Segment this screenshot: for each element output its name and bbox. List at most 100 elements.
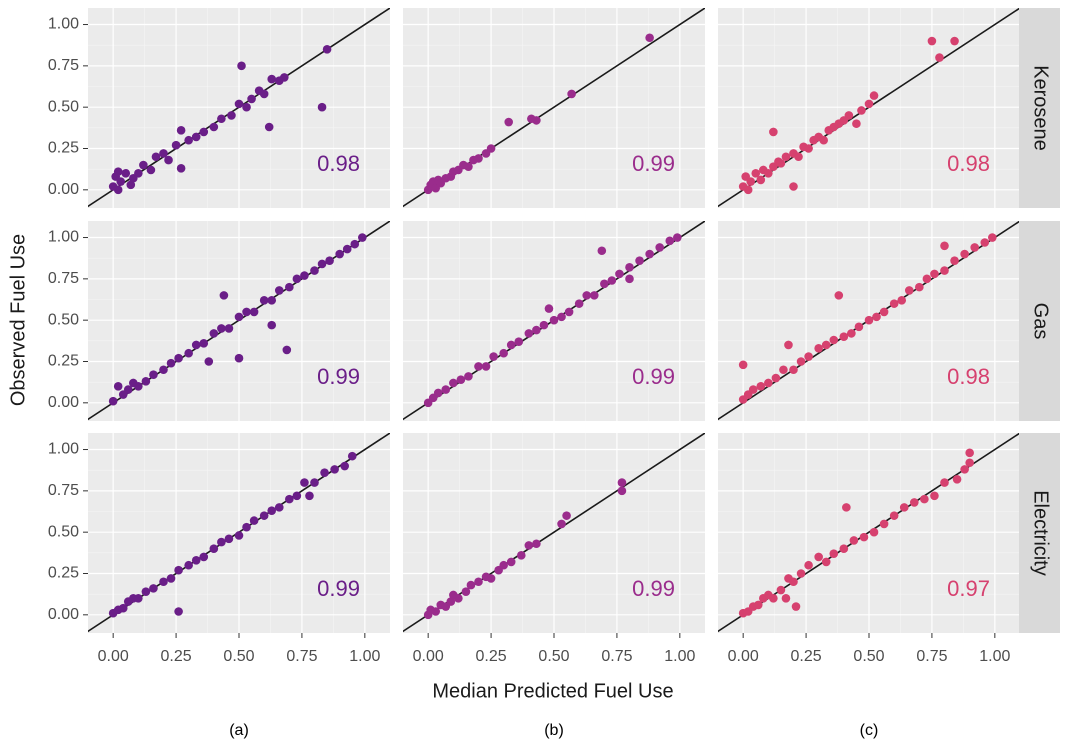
point bbox=[814, 343, 823, 353]
point bbox=[335, 249, 344, 259]
point bbox=[960, 249, 969, 259]
x-tick-label: 0.50 bbox=[538, 648, 569, 665]
point bbox=[748, 385, 758, 394]
point bbox=[980, 238, 990, 247]
point bbox=[842, 503, 851, 512]
point bbox=[486, 574, 496, 583]
correlation-label: 0.99 bbox=[632, 151, 675, 176]
row-label: Electricity bbox=[1030, 490, 1052, 576]
point bbox=[930, 269, 939, 279]
point bbox=[829, 335, 839, 345]
point bbox=[791, 602, 801, 611]
point bbox=[597, 246, 607, 256]
point bbox=[516, 551, 526, 560]
point bbox=[166, 358, 176, 368]
point bbox=[234, 531, 244, 540]
point bbox=[191, 132, 201, 142]
point bbox=[557, 519, 566, 529]
point bbox=[904, 286, 914, 295]
point bbox=[464, 372, 473, 381]
point bbox=[499, 348, 508, 358]
point bbox=[920, 494, 929, 504]
point bbox=[607, 276, 617, 285]
point bbox=[466, 580, 476, 590]
point bbox=[204, 357, 214, 366]
point bbox=[209, 544, 219, 554]
panel-marks bbox=[403, 433, 705, 633]
point bbox=[864, 315, 874, 325]
point bbox=[789, 365, 798, 375]
point bbox=[819, 135, 828, 145]
point bbox=[342, 244, 352, 254]
row-label: Kerosene bbox=[1030, 65, 1052, 151]
point bbox=[849, 536, 859, 545]
point bbox=[292, 274, 302, 284]
point bbox=[274, 286, 284, 295]
correlation-label: 0.99 bbox=[317, 576, 360, 601]
point bbox=[116, 177, 126, 186]
correlation-label: 0.97 bbox=[947, 576, 990, 601]
point bbox=[199, 127, 209, 137]
point bbox=[950, 256, 959, 265]
correlation-label: 0.98 bbox=[947, 151, 990, 176]
point bbox=[171, 140, 181, 150]
point bbox=[242, 522, 251, 532]
point bbox=[746, 177, 756, 186]
point bbox=[864, 99, 874, 109]
point bbox=[965, 448, 974, 458]
point bbox=[149, 370, 158, 380]
point bbox=[814, 552, 823, 562]
point bbox=[532, 116, 541, 125]
panel-marks bbox=[718, 433, 1020, 633]
y-tick-label: 0.75 bbox=[48, 270, 79, 287]
point bbox=[743, 185, 753, 195]
strip bbox=[1019, 433, 1060, 633]
point bbox=[935, 53, 944, 62]
point bbox=[123, 385, 133, 394]
point bbox=[506, 557, 516, 567]
point bbox=[280, 73, 289, 82]
point bbox=[970, 243, 979, 252]
x-tick-label: 0.25 bbox=[161, 648, 192, 665]
point bbox=[852, 119, 861, 129]
point bbox=[567, 89, 576, 99]
point bbox=[121, 168, 131, 178]
point bbox=[358, 233, 367, 242]
point bbox=[330, 465, 339, 474]
point bbox=[645, 249, 654, 259]
point bbox=[184, 135, 193, 145]
point bbox=[259, 511, 269, 520]
y-tick-label: 0.50 bbox=[48, 523, 79, 540]
point bbox=[108, 396, 118, 406]
strip bbox=[1019, 8, 1060, 208]
point bbox=[940, 266, 949, 275]
point bbox=[285, 282, 294, 292]
point bbox=[191, 340, 201, 350]
point bbox=[184, 348, 193, 358]
x-tick-label: 0.00 bbox=[413, 648, 444, 665]
x-tick-label: 1.00 bbox=[979, 648, 1010, 665]
panel-marks bbox=[88, 8, 390, 208]
point bbox=[322, 45, 332, 54]
point bbox=[433, 388, 443, 398]
point bbox=[930, 491, 939, 501]
point bbox=[300, 478, 309, 487]
point bbox=[285, 494, 294, 504]
point bbox=[347, 451, 357, 461]
point bbox=[199, 339, 209, 348]
point bbox=[665, 236, 675, 246]
point bbox=[504, 117, 513, 127]
point bbox=[829, 549, 839, 558]
point bbox=[474, 362, 483, 371]
correlation-label: 0.98 bbox=[317, 151, 360, 176]
point bbox=[506, 340, 516, 350]
correlation-label: 0.99 bbox=[632, 576, 675, 601]
point bbox=[673, 233, 682, 242]
point bbox=[449, 378, 458, 388]
point bbox=[199, 552, 209, 562]
point bbox=[781, 593, 791, 603]
point bbox=[796, 357, 806, 366]
point bbox=[557, 312, 566, 322]
point bbox=[267, 74, 277, 84]
point bbox=[940, 241, 949, 251]
